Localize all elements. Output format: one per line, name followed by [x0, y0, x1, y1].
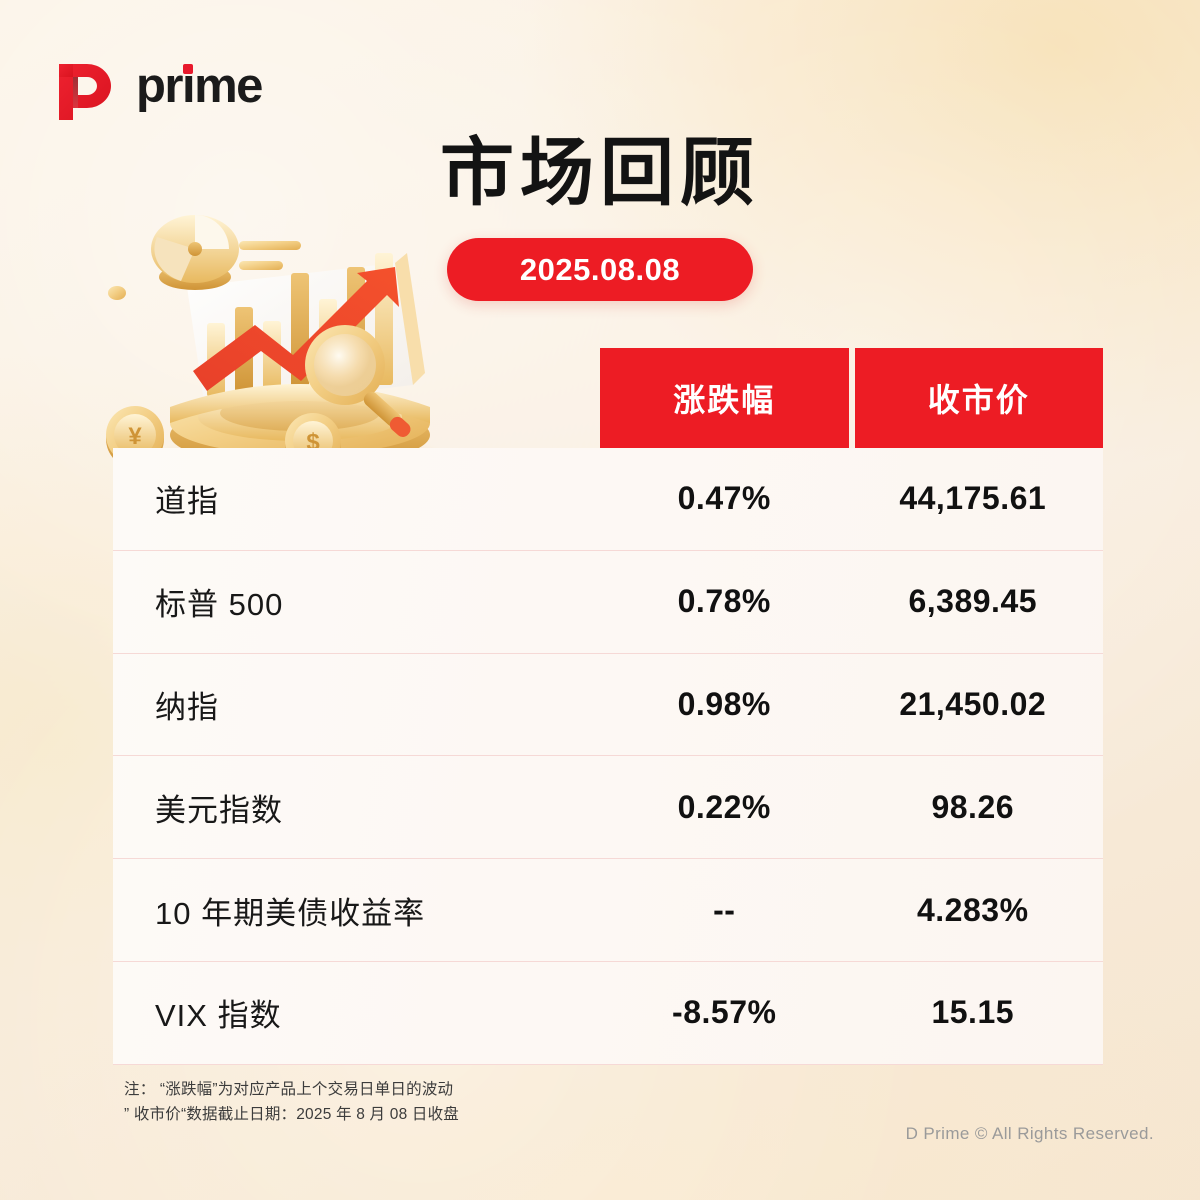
- brand-wordmark: prime: [136, 58, 263, 113]
- prime-i-dot-icon: [183, 63, 193, 74]
- row-close: 6,389.45: [908, 583, 1038, 620]
- market-review-3d-illustration: ¥ $: [95, 195, 475, 485]
- market-table: 道指 0.47% 44,175.61 标普 500 0.78% 6,389.45…: [113, 448, 1103, 1065]
- table-row: 标普 500 0.78% 6,389.45: [113, 551, 1103, 654]
- table-header: 涨跌幅 收市价: [600, 348, 1103, 448]
- svg-text:¥: ¥: [128, 423, 142, 450]
- date-badge: 2025.08.08: [447, 238, 753, 301]
- row-label: 道指: [155, 484, 219, 520]
- footnote: 注： “涨跌幅”为对应产品上个交易日单日的波动 ” 收市价“数据截止日期：202…: [124, 1077, 459, 1127]
- footnote-line-2: ” 收市价“数据截止日期：2025 年 8 月 08 日收盘: [124, 1106, 460, 1124]
- column-header-close: 收市价: [854, 348, 1103, 448]
- row-change: 0.78%: [677, 583, 771, 620]
- copyright-text: D Prime © All Rights Reserved.: [905, 1124, 1154, 1143]
- row-change: --: [713, 891, 736, 928]
- footnote-line-1: 注： “涨跌幅”为对应产品上个交易日单日的波动: [124, 1081, 454, 1098]
- row-label: 10 年期美债收益率: [155, 895, 426, 931]
- row-label: 美元指数: [155, 792, 283, 828]
- row-close: 98.26: [931, 788, 1015, 825]
- page-title: 市场回顾: [440, 131, 760, 214]
- row-close: 4.283%: [916, 891, 1029, 928]
- brand-logo: prime: [55, 52, 263, 121]
- brand-wordmark-text: prime: [136, 58, 263, 113]
- table-row: 纳指 0.98% 21,450.02: [113, 654, 1103, 757]
- row-change: 0.47%: [677, 480, 771, 517]
- column-header-change: 涨跌幅: [600, 348, 849, 448]
- row-label: VIX 指数: [155, 998, 282, 1034]
- row-label: 标普 500: [155, 587, 284, 623]
- d-prime-logo-icon: [55, 52, 123, 121]
- row-label: 纳指: [155, 689, 219, 725]
- row-close: 15.15: [931, 994, 1015, 1031]
- table-row: 10 年期美债收益率 -- 4.283%: [113, 859, 1103, 962]
- table-row: 美元指数 0.22% 98.26: [113, 756, 1103, 860]
- row-close: 44,175.61: [899, 480, 1047, 517]
- row-change: -8.57%: [672, 994, 777, 1031]
- row-change: 0.22%: [677, 788, 771, 825]
- row-change: 0.98%: [677, 685, 771, 722]
- table-row: VIX 指数 -8.57% 15.15: [113, 962, 1103, 1065]
- row-close: 21,450.02: [899, 685, 1047, 722]
- table-row: 道指 0.47% 44,175.61: [113, 448, 1103, 551]
